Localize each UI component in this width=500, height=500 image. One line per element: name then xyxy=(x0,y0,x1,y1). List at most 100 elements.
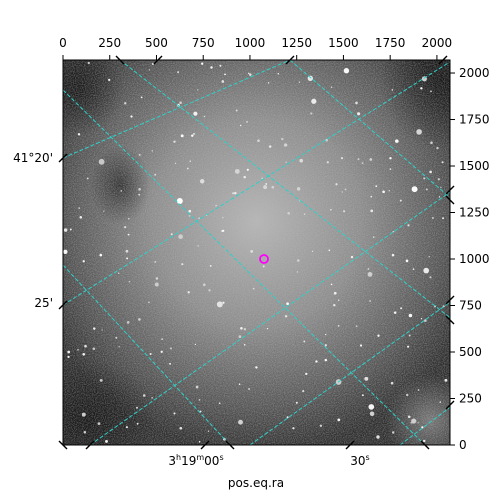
star xyxy=(441,161,444,164)
star xyxy=(197,89,199,91)
dec-label-2: 25' xyxy=(34,296,53,310)
star xyxy=(361,162,364,165)
world-tick-mark xyxy=(438,55,448,65)
star xyxy=(240,327,243,330)
sky-image xyxy=(63,60,450,445)
star xyxy=(239,124,242,127)
star xyxy=(410,422,412,424)
star xyxy=(411,186,418,193)
star xyxy=(234,168,240,174)
star xyxy=(203,115,206,118)
top-tick-label: 2000 xyxy=(422,36,453,50)
star xyxy=(238,419,243,425)
grid-line xyxy=(249,301,450,445)
star xyxy=(124,226,127,229)
star xyxy=(126,257,129,260)
star xyxy=(263,185,268,190)
star xyxy=(128,218,130,220)
star xyxy=(330,86,333,88)
star xyxy=(98,158,105,165)
star xyxy=(310,112,313,115)
star xyxy=(209,264,212,267)
star xyxy=(210,66,213,69)
star xyxy=(277,73,280,75)
world-tick-mark xyxy=(225,440,235,450)
star xyxy=(430,90,432,93)
star xyxy=(333,303,336,307)
x-axis-title: pos.eq.ra xyxy=(228,476,284,490)
star xyxy=(268,145,272,148)
star xyxy=(221,216,224,219)
grid-line xyxy=(63,60,291,159)
star xyxy=(436,146,439,150)
right-tick-label: 500 xyxy=(459,345,482,359)
star xyxy=(169,347,172,350)
star xyxy=(389,157,392,160)
star xyxy=(189,160,191,162)
world-tick-mark xyxy=(115,55,125,65)
star xyxy=(407,415,411,419)
star xyxy=(151,397,153,399)
star xyxy=(250,250,254,253)
star xyxy=(388,190,390,192)
star xyxy=(370,209,374,213)
star xyxy=(444,378,448,382)
star xyxy=(357,158,360,161)
star xyxy=(243,175,246,179)
world-tick-mark xyxy=(420,440,430,450)
star xyxy=(249,73,252,76)
world-tick-mark xyxy=(445,400,455,410)
star xyxy=(407,345,410,348)
world-tick-mark xyxy=(445,185,455,195)
star xyxy=(420,87,423,90)
star xyxy=(197,245,199,247)
star xyxy=(265,183,268,185)
star xyxy=(248,388,251,390)
star xyxy=(224,73,226,76)
star xyxy=(408,313,413,318)
star xyxy=(194,343,197,346)
star xyxy=(333,291,337,295)
star xyxy=(195,385,199,389)
star xyxy=(355,325,358,328)
star xyxy=(330,209,332,211)
star xyxy=(412,268,415,270)
star xyxy=(271,185,275,189)
star xyxy=(238,335,242,338)
star xyxy=(87,61,90,65)
right-tick-label: 0 xyxy=(459,438,467,452)
coordinate-grid xyxy=(63,60,450,445)
star xyxy=(177,71,180,74)
star xyxy=(81,412,86,417)
star xyxy=(337,299,340,301)
star xyxy=(382,190,385,194)
star xyxy=(160,350,163,353)
star xyxy=(303,213,306,215)
star xyxy=(255,366,258,369)
top-tick-label: 500 xyxy=(145,36,168,50)
star xyxy=(367,272,373,277)
star xyxy=(324,358,328,362)
right-pixel-axis: 2000 1750 1500 1250 1000 750 500 250 0 xyxy=(450,66,490,452)
star xyxy=(234,191,237,195)
star xyxy=(136,406,138,409)
star xyxy=(221,80,225,83)
star xyxy=(423,177,426,180)
grid-line xyxy=(63,89,426,445)
star xyxy=(124,102,127,105)
star xyxy=(83,431,87,434)
star xyxy=(305,372,308,376)
star xyxy=(428,256,430,258)
right-tick-label: 2000 xyxy=(459,66,490,80)
star xyxy=(408,334,411,337)
star xyxy=(295,401,298,404)
star xyxy=(140,96,143,99)
world-tick-mark xyxy=(285,55,295,65)
top-tick-label: 750 xyxy=(192,36,215,50)
star xyxy=(84,344,87,348)
star xyxy=(407,224,410,227)
star xyxy=(372,236,375,238)
grid-line xyxy=(119,60,450,319)
star xyxy=(438,196,441,198)
star xyxy=(252,287,255,290)
